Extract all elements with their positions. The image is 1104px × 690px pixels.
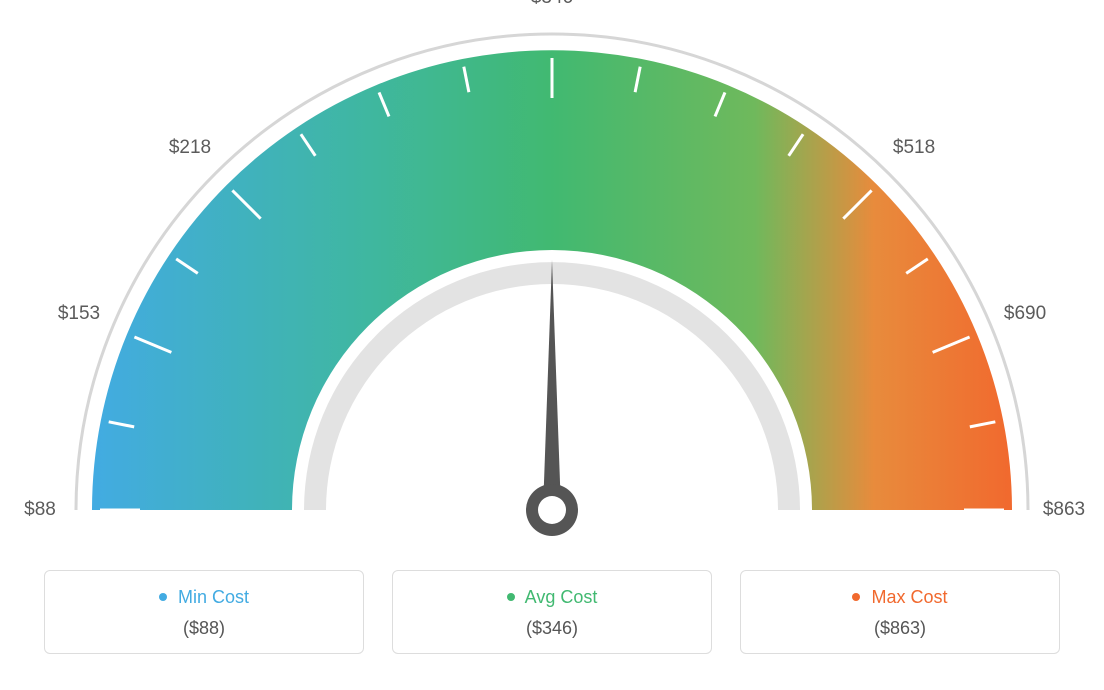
legend-card-avg: Avg Cost ($346) — [392, 570, 712, 654]
gauge-tick-label: $153 — [58, 303, 100, 325]
gauge-tick-label: $88 — [24, 499, 56, 521]
gauge-tick-label: $518 — [893, 137, 935, 159]
dot-icon — [507, 593, 515, 601]
legend-card-min: Min Cost ($88) — [44, 570, 364, 654]
legend-value-avg: ($346) — [403, 618, 701, 639]
gauge-tick-label: $863 — [1043, 499, 1085, 521]
legend-title-text: Avg Cost — [525, 587, 598, 607]
legend-card-max: Max Cost ($863) — [740, 570, 1060, 654]
legend-title-avg: Avg Cost — [403, 587, 701, 608]
gauge-tick-label: $346 — [531, 0, 573, 9]
gauge-chart: $88 $153 $218 $346 $518 $690 $863 — [0, 0, 1104, 560]
legend-title-min: Min Cost — [55, 587, 353, 608]
legend-title-max: Max Cost — [751, 587, 1049, 608]
gauge-tick-label: $218 — [169, 137, 211, 159]
gauge-tick-label: $690 — [1004, 303, 1046, 325]
dot-icon — [159, 593, 167, 601]
dot-icon — [852, 593, 860, 601]
legend-value-max: ($863) — [751, 618, 1049, 639]
legend-title-text: Max Cost — [871, 587, 947, 607]
legend-row: Min Cost ($88) Avg Cost ($346) Max Cost … — [0, 570, 1104, 654]
legend-title-text: Min Cost — [178, 587, 249, 607]
legend-value-min: ($88) — [55, 618, 353, 639]
gauge-svg — [0, 0, 1104, 560]
